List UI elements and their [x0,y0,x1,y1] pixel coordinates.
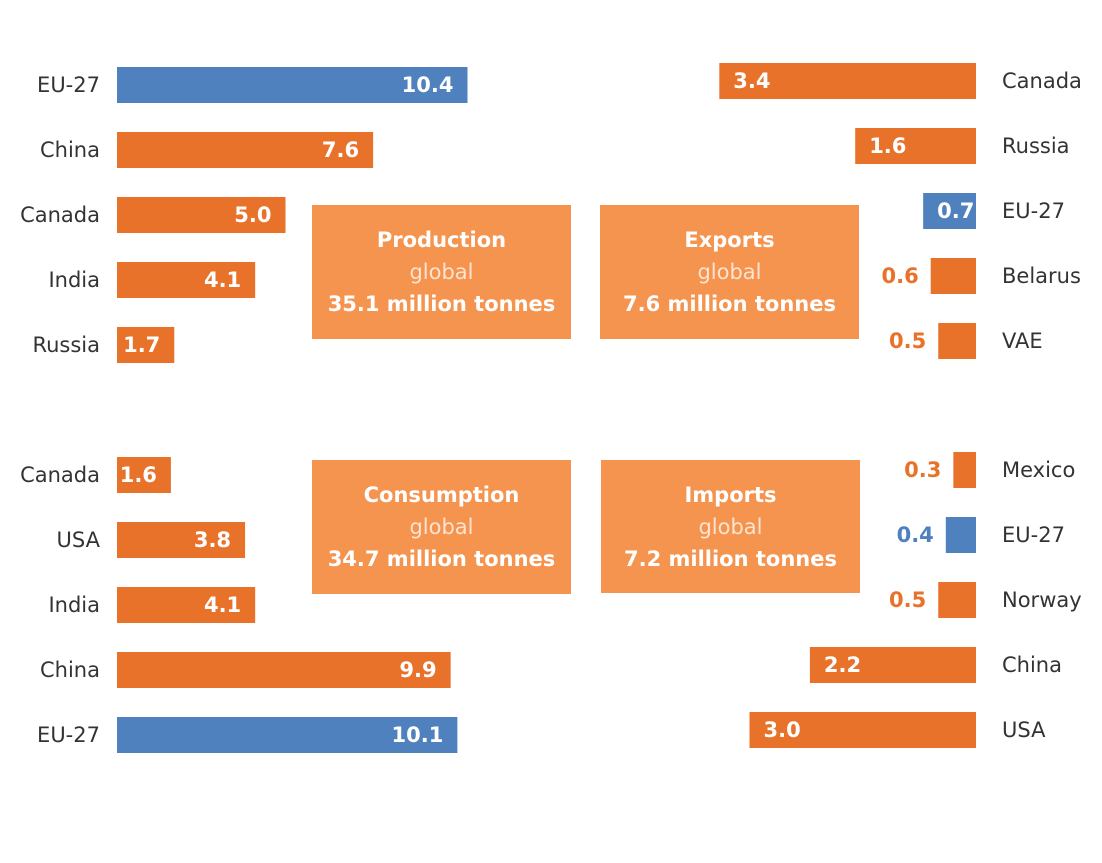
imports-summary-box: Imports global 7.2 million tonnes [601,460,860,593]
imports-bar-usa [749,712,976,748]
production-bar-canada [117,197,286,233]
production-summary-box: Production global 35.1 million tonnes [312,205,571,339]
exports-title: Exports [684,228,775,252]
exports-value-label-vae: 0.5 [889,329,926,353]
imports-value-label-china: 2.2 [824,653,861,677]
production-category-label-india: India [48,268,100,292]
imports-bar-norway [938,582,976,618]
production-bar-china [117,132,374,168]
consumption-category-label-china: China [40,658,100,682]
imports-value-label-usa: 3.0 [764,718,801,742]
consumption-value-label-china: 9.9 [399,658,436,682]
imports-title: Imports [684,482,777,507]
exports-subtitle: global [697,260,762,284]
exports-bar-vae [938,323,976,359]
consumption-category-label-eu-27: EU-27 [37,723,100,747]
consumption-category-label-usa: USA [57,528,101,552]
imports-value-label-eu-27: 0.4 [897,523,934,547]
production-value-label-canada: 5.0 [234,203,271,227]
production-value-label-india: 4.1 [204,268,241,292]
exports-category-label-canada: Canada [1002,69,1082,93]
consumption-bar-usa [117,522,246,558]
consumption-total: 34.7 million tonnes [327,547,556,571]
exports-bar-belarus [930,258,976,294]
imports-total: 7.2 million tonnes [624,546,837,571]
consumption-bar-canada [117,457,171,493]
imports-bar-mexico [953,452,976,488]
consumption-bar-india [117,587,256,623]
exports-value-label-canada: 3.4 [733,69,770,93]
imports-bar-china [809,647,976,683]
consumption-category-label-india: India [48,593,100,617]
imports-value-label-norway: 0.5 [889,588,926,612]
production-category-label-eu-27: EU-27 [37,73,100,97]
exports-category-label-vae: VAE [1002,329,1043,353]
production-value-label-eu-27: 10.4 [402,73,454,97]
production-subtitle: global [409,260,474,284]
exports-value-label-russia: 1.6 [869,134,906,158]
production-bar-india [117,262,256,298]
exports-bar-canada [719,63,976,99]
production-category-label-canada: Canada [20,203,100,227]
exports-total: 7.6 million tonnes [623,292,836,316]
exports-summary-box: Exports global 7.6 million tonnes [600,205,859,339]
exports-bar-eu-27 [923,193,976,229]
production-value-label-russia: 1.7 [123,333,160,357]
exports-value-label-belarus: 0.6 [881,264,918,288]
exports-value-label-eu-27: 0.7 [937,199,974,223]
imports-category-label-mexico: Mexico [1002,458,1075,482]
imports-bar-eu-27 [945,517,976,553]
consumption-bar-china [117,652,451,688]
consumption-bar-eu-27 [117,717,458,753]
production-bar-eu-27 [117,67,468,103]
exports-category-label-russia: Russia [1002,134,1070,158]
consumption-value-label-usa: 3.8 [194,528,231,552]
exports-category-label-belarus: Belarus [1002,264,1081,288]
imports-category-label-eu-27: EU-27 [1002,523,1065,547]
consumption-subtitle: global [409,515,474,539]
imports-category-label-usa: USA [1002,718,1046,742]
production-total: 35.1 million tonnes [327,292,556,316]
imports-category-label-norway: Norway [1002,588,1082,612]
consumption-title: Consumption [363,483,520,507]
production-bar-russia [117,327,175,363]
production-category-label-russia: Russia [32,333,100,357]
imports-value-label-mexico: 0.3 [904,458,941,482]
consumption-value-label-india: 4.1 [204,593,241,617]
consumption-category-label-canada: Canada [20,463,100,487]
production-title: Production [376,228,507,252]
exports-bar-russia [855,128,976,164]
consumption-summary-box: Consumption global 34.7 million tonnes [312,460,571,594]
production-category-label-china: China [40,138,100,162]
production-value-label-china: 7.6 [322,138,359,162]
consumption-value-label-canada: 1.6 [120,463,157,487]
imports-category-label-china: China [1002,653,1062,677]
consumption-value-label-eu-27: 10.1 [392,723,444,747]
imports-subtitle: global [698,514,763,539]
exports-category-label-eu-27: EU-27 [1002,199,1065,223]
